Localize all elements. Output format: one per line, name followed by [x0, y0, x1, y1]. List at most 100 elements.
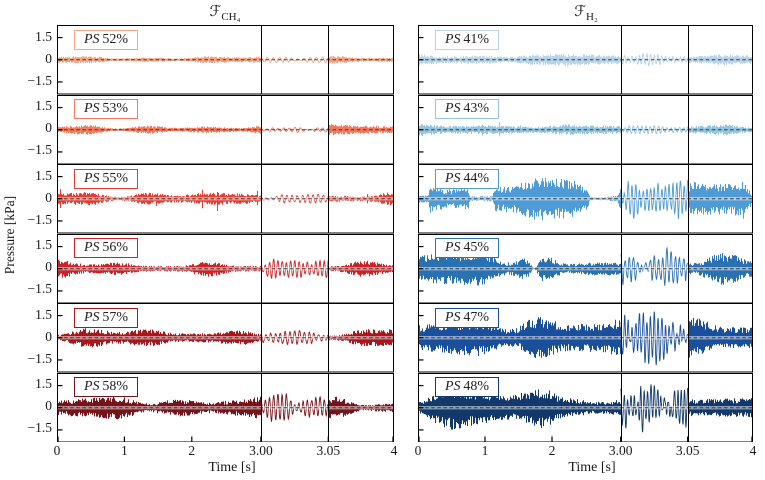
subplot-ch4-1 [57, 94, 394, 164]
x-tick-label: 0 [53, 443, 61, 458]
ps-label-ch4-5: PS 58% [74, 377, 139, 397]
subplot-ch4-0 [57, 25, 394, 95]
x-tick-label: 4 [390, 443, 398, 458]
left-title-symbol: ℱ [209, 4, 222, 20]
ps-label-prefix: PS [445, 379, 461, 394]
x-tick-label: 2 [188, 443, 196, 458]
subplot-border [57, 372, 394, 442]
ps-label-prefix: PS [84, 309, 100, 325]
left-panel-title: ℱCH₄ [210, 2, 241, 23]
subplot-border [418, 94, 753, 164]
subplot-border [418, 372, 753, 442]
ps-label-value: 57% [99, 309, 129, 325]
ps-label-h2-0: PS 41% [435, 29, 500, 50]
waveform-zoomed [260, 56, 329, 64]
ps-label-value: 56% [99, 240, 129, 255]
subplot-border [57, 233, 394, 303]
x-tick-label: 3.05 [316, 443, 341, 458]
subplot-ch4-3 [57, 233, 394, 303]
x-axis-label-left: Time [s] [208, 460, 256, 475]
subplot-h2-5 [418, 372, 753, 442]
y-tick-label: 1.5 [35, 98, 52, 114]
ps-label-ch4-1: PS 53% [74, 99, 139, 119]
ps-label-h2-4: PS 47% [435, 307, 500, 328]
ps-label-value: 43% [460, 101, 490, 116]
ps-label-prefix: PS [445, 170, 461, 186]
ps-label-value: 58% [99, 379, 129, 394]
y-tick-label: 1.5 [35, 376, 52, 392]
subplot-border [57, 164, 394, 234]
y-tick-label: −1.5 [27, 281, 53, 297]
subplot-border [418, 303, 753, 373]
x-tick-label: 3.00 [608, 443, 633, 458]
y-tick-label: −1.5 [27, 420, 53, 436]
x-tick-label: 1 [481, 443, 489, 458]
ps-label-prefix: PS [84, 31, 100, 47]
waveform-zoomed [260, 392, 329, 423]
subplot-border [418, 164, 753, 234]
ps-label-prefix: PS [84, 170, 100, 186]
x-axis-label-right: Time [s] [568, 460, 616, 475]
y-tick-label: −1.5 [27, 72, 53, 88]
waveform-zoomed [620, 245, 689, 286]
subplot-h2-0 [418, 25, 753, 95]
y-tick-label: 1.5 [35, 237, 52, 253]
ps-label-value: 47% [460, 309, 490, 325]
y-tick-label: 0 [45, 120, 52, 136]
ps-label-prefix: PS [84, 101, 100, 116]
y-tick-label: 1.5 [35, 28, 52, 44]
ps-label-value: 52% [99, 31, 129, 47]
waveform-zoomed [260, 258, 329, 279]
y-tick-label: −1.5 [27, 211, 53, 227]
subplot-h2-2 [418, 164, 753, 234]
ps-label-value: 41% [460, 31, 490, 47]
subplot-ch4-2 [57, 164, 394, 234]
ps-label-prefix: PS [445, 31, 461, 47]
y-tick-label: 0 [45, 398, 52, 414]
y-tick-label: −1.5 [27, 350, 53, 366]
subplot-border [57, 25, 394, 95]
ps-label-prefix: PS [445, 240, 461, 255]
y-tick-label: 0 [45, 259, 52, 275]
left-title-subscript: CH₄ [221, 11, 241, 23]
ps-label-ch4-2: PS 55% [74, 168, 139, 189]
y-tick-label: −1.5 [27, 142, 53, 158]
waveform-zoomed [620, 52, 689, 67]
ps-label-h2-3: PS 45% [435, 238, 500, 258]
subplot-h2-1 [418, 94, 753, 164]
x-tick-label: 1 [121, 443, 128, 458]
subplot-ch4-5 [57, 372, 394, 442]
x-tick-label: 3.00 [249, 443, 273, 458]
ps-label-ch4-0: PS 52% [74, 29, 139, 50]
subplot-border [418, 25, 753, 95]
y-tick-label: 1.5 [35, 306, 52, 322]
subplot-border [57, 94, 394, 164]
y-tick-label: 0 [45, 50, 52, 66]
waveform-zoomed [260, 126, 329, 133]
subplot-h2-4 [418, 303, 753, 373]
right-title-symbol: ℱ [574, 4, 587, 20]
ps-label-value: 48% [460, 379, 490, 394]
ps-label-ch4-4: PS 57% [74, 307, 139, 328]
ps-label-prefix: PS [84, 379, 100, 394]
subplot-h2-3 [418, 233, 753, 303]
waveform-zoomed [620, 180, 689, 220]
x-tick-label: 0 [414, 443, 422, 458]
right-panel-title: ℱH₂ [574, 2, 598, 23]
subplot-border [418, 233, 753, 303]
ps-label-prefix: PS [84, 240, 100, 255]
y-tick-label: 1.5 [35, 167, 52, 183]
x-tick-label: 2 [548, 443, 556, 458]
ps-label-value: 55% [99, 170, 129, 186]
ps-label-h2-5: PS 48% [435, 377, 500, 397]
ps-label-h2-1: PS 43% [435, 99, 500, 119]
right-title-subscript: H₂ [586, 11, 598, 23]
waveform-zoomed [620, 311, 689, 366]
ps-label-prefix: PS [445, 309, 461, 325]
ps-label-h2-2: PS 44% [435, 168, 500, 189]
subplot-ch4-4 [57, 303, 394, 373]
y-tick-label: 0 [45, 189, 52, 205]
waveform-zoomed [620, 124, 689, 134]
x-tick-label: 4 [749, 443, 757, 458]
